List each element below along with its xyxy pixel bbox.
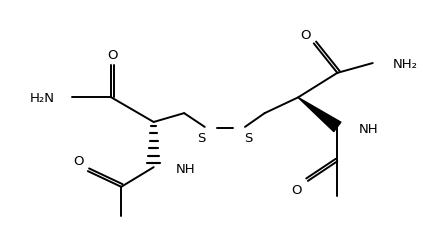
Text: O: O (74, 155, 84, 168)
Text: S: S (244, 132, 252, 145)
Text: NH₂: NH₂ (393, 58, 418, 71)
Text: NH: NH (175, 163, 195, 176)
Text: O: O (107, 49, 118, 62)
Text: H₂N: H₂N (30, 92, 55, 105)
Text: O: O (301, 29, 311, 42)
Text: O: O (291, 184, 301, 197)
Text: NH: NH (359, 123, 379, 136)
Text: S: S (198, 132, 206, 145)
Polygon shape (298, 97, 341, 132)
